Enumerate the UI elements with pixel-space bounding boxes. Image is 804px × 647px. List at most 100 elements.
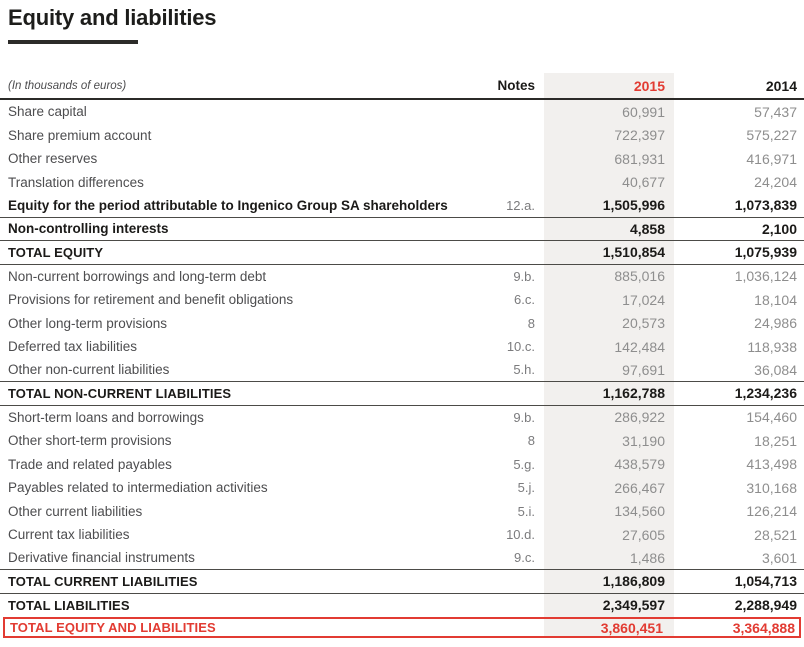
row-label: TOTAL CURRENT LIABILITIES <box>8 574 473 589</box>
value-2015: 27,605 <box>543 527 674 543</box>
value-2015: 1,505,996 <box>543 197 674 213</box>
table-row: Other current liabilities5.i.134,560126,… <box>0 500 804 524</box>
row-note-ref: 8 <box>473 433 543 448</box>
value-2015: 1,486 <box>543 550 674 566</box>
value-2015: 286,922 <box>543 409 674 425</box>
value-2015: 20,573 <box>543 315 674 331</box>
table-row: Short-term loans and borrowings9.b.286,9… <box>0 406 804 430</box>
value-2014: 2,288,949 <box>674 597 797 613</box>
column-header-2015: 2015 <box>543 78 674 94</box>
value-2015: 142,484 <box>543 339 674 355</box>
row-label: Trade and related payables <box>8 457 473 472</box>
row-label: Current tax liabilities <box>8 527 473 542</box>
value-2014: 24,204 <box>674 174 797 190</box>
row-label: TOTAL EQUITY <box>8 245 473 260</box>
value-2015: 3,860,451 <box>541 620 672 636</box>
table-row: Trade and related payables5.g.438,579413… <box>0 453 804 477</box>
table-row: TOTAL CURRENT LIABILITIES 1,186,8091,054,… <box>0 570 804 594</box>
table-row: Translation differences 40,67724,204 <box>0 171 804 195</box>
row-note-ref: 5.i. <box>473 504 543 519</box>
value-2015: 97,691 <box>543 362 674 378</box>
table-row: Other short-term provisions831,19018,251 <box>0 429 804 453</box>
table-row: Non-current borrowings and long-term deb… <box>0 265 804 289</box>
value-2014: 413,498 <box>674 456 797 472</box>
row-label: Other short-term provisions <box>8 433 473 448</box>
row-label: TOTAL NON-CURRENT LIABILITIES <box>8 386 473 401</box>
value-2015: 438,579 <box>543 456 674 472</box>
value-2014: 126,214 <box>674 503 797 519</box>
value-2014: 154,460 <box>674 409 797 425</box>
row-label: Other reserves <box>8 151 473 166</box>
table-row: TOTAL NON-CURRENT LIABILITIES1,162,7881,… <box>0 382 804 406</box>
row-label: Payables related to intermediation activ… <box>8 480 473 495</box>
value-2014: 118,938 <box>674 339 797 355</box>
table-row: Payables related to intermediation activ… <box>0 476 804 500</box>
row-note-ref: 10.c. <box>473 339 543 354</box>
row-note-ref: 5.j. <box>473 480 543 495</box>
row-label: Non-current borrowings and long-term deb… <box>8 269 473 284</box>
table-row: Current tax liabilities10.d.27,60528,521 <box>0 523 804 547</box>
value-2014: 18,104 <box>674 292 797 308</box>
table-row: Other reserves 681,931416,971 <box>0 147 804 171</box>
value-2014: 2,100 <box>674 221 797 237</box>
value-2015: 722,397 <box>543 127 674 143</box>
value-2014: 416,971 <box>674 151 797 167</box>
value-2015: 266,467 <box>543 480 674 496</box>
table-row: TOTAL LIABILITIES 2,349,5972,288,949 <box>0 594 804 618</box>
table-row: Share capital60,99157,437 <box>0 100 804 124</box>
row-note-ref: 10.d. <box>473 527 543 542</box>
value-2015: 17,024 <box>543 292 674 308</box>
row-note-ref: 9.c. <box>473 550 543 565</box>
value-2014: 3,364,888 <box>672 620 795 636</box>
table-row: Other long-term provisions820,57324,986 <box>0 312 804 336</box>
row-label: TOTAL LIABILITIES <box>8 598 473 613</box>
value-2014: 1,075,939 <box>674 244 797 260</box>
table-row: Equity for the period attributable to In… <box>0 194 804 218</box>
value-2014: 24,986 <box>674 315 797 331</box>
value-2014: 36,084 <box>674 362 797 378</box>
value-2015: 2,349,597 <box>543 597 674 613</box>
table-body: Share capital60,99157,437Share premium a… <box>0 100 804 638</box>
value-2014: 575,227 <box>674 127 797 143</box>
value-2014: 57,437 <box>674 104 797 120</box>
value-2015: 134,560 <box>543 503 674 519</box>
table-row: Provisions for retirement and benefit ob… <box>0 288 804 312</box>
value-2014: 1,234,236 <box>674 385 797 401</box>
value-2014: 28,521 <box>674 527 797 543</box>
value-2015: 1,510,854 <box>543 244 674 260</box>
title-underline <box>8 40 138 44</box>
table-header-row: (In thousands of euros) Notes 2015 2014 <box>0 73 804 100</box>
value-2014: 1,054,713 <box>674 573 797 589</box>
row-note-ref: 5.g. <box>473 457 543 472</box>
row-note-ref: 9.b. <box>473 269 543 284</box>
table-row: Non-controlling interests 4,8582,100 <box>0 218 804 242</box>
row-label: Derivative financial instruments <box>8 550 473 565</box>
value-2015: 40,677 <box>543 174 674 190</box>
column-header-notes: Notes <box>473 78 543 93</box>
value-2014: 310,168 <box>674 480 797 496</box>
table-row: TOTAL EQUITY 1,510,8541,075,939 <box>0 241 804 265</box>
value-2015: 681,931 <box>543 151 674 167</box>
row-label: Non-controlling interests <box>8 221 473 236</box>
value-2015: 1,186,809 <box>543 573 674 589</box>
value-2014: 1,073,839 <box>674 197 797 213</box>
row-label: Translation differences <box>8 175 473 190</box>
financial-statement-page: Equity and liabilities (In thousands of … <box>0 0 804 647</box>
row-label: Short-term loans and borrowings <box>8 410 473 425</box>
table-row: Derivative financial instruments9.c.1,48… <box>0 547 804 571</box>
page-title: Equity and liabilities <box>8 5 216 31</box>
value-2014: 1,036,124 <box>674 268 797 284</box>
table-row: Share premium account 722,397575,227 <box>0 124 804 148</box>
value-2015: 31,190 <box>543 433 674 449</box>
unit-note: (In thousands of euros) <box>8 80 473 92</box>
row-label: TOTAL EQUITY AND LIABILITIES <box>10 620 471 635</box>
row-label: Provisions for retirement and benefit ob… <box>8 292 473 307</box>
row-label: Share premium account <box>8 128 473 143</box>
table-row: Deferred tax liabilities10.c.142,484118,… <box>0 335 804 359</box>
value-2015: 885,016 <box>543 268 674 284</box>
row-note-ref: 6.c. <box>473 292 543 307</box>
row-label: Other long-term provisions <box>8 316 473 331</box>
value-2015: 4,858 <box>543 221 674 237</box>
equity-liabilities-table: (In thousands of euros) Notes 2015 2014 … <box>0 73 804 638</box>
row-label: Share capital <box>8 104 473 119</box>
